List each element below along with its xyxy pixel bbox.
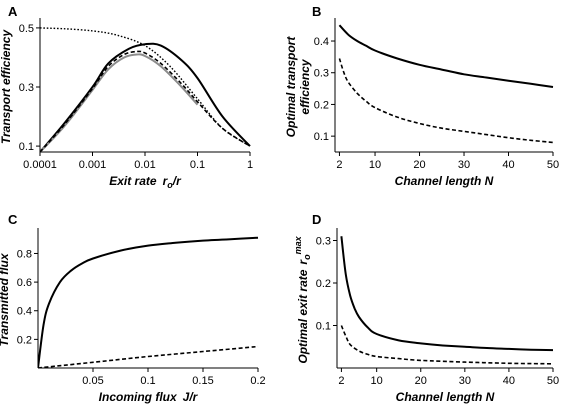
- y-axis-title: Optimal transportefficiency: [284, 36, 312, 138]
- x-tick-label: 10: [371, 375, 383, 387]
- y-axis-title: Transmitted flux: [0, 252, 11, 346]
- x-axis-title: Channel length N: [395, 174, 494, 188]
- panel-letter: D: [312, 212, 321, 227]
- series-line-dashed: [338, 58, 554, 144]
- x-tick-label: 0.01: [134, 159, 155, 171]
- y-axis-title: Optimal exit rateromax: [293, 235, 312, 363]
- y-tick-label: 0.1: [316, 321, 331, 333]
- x-tick-label: 0.1: [140, 375, 155, 387]
- series-line-dashed: [38, 345, 259, 368]
- y-tick-label: 0.2: [314, 99, 329, 111]
- x-tick-label: 50: [547, 375, 559, 387]
- x-tick-label: 0.05: [82, 375, 103, 387]
- y-tick-label: 0.4: [17, 306, 32, 318]
- x-tick-label: 2: [336, 159, 342, 171]
- x-tick-label: 20: [413, 159, 425, 171]
- series-line-dashed: [340, 325, 554, 365]
- x-tick-label: 0.001: [79, 159, 107, 171]
- series-line-solid: [38, 236, 259, 368]
- series-line-solid: [338, 24, 554, 88]
- y-tick-label: 0.2: [17, 334, 32, 346]
- x-tick-label: 2: [338, 375, 344, 387]
- y-tick-label: 0.6: [17, 277, 32, 289]
- y-axis-title: Transport efficiency: [0, 29, 13, 145]
- series-line-gray: [40, 53, 199, 152]
- panel-letter: A: [8, 4, 18, 19]
- panel-d: D 2 10 20 30 40 50 0.1 0.2 0.3 Channel length N Opt…: [293, 212, 559, 404]
- series-line-solid: [340, 236, 554, 352]
- panel-b: B 2 10 20 30 40 50 0.1 0.2 0.3 0.4 Channel length N…: [284, 4, 559, 188]
- y-tick-label: 0.1: [19, 141, 34, 153]
- x-axis-title: Incoming flux J/r: [99, 390, 199, 404]
- panel-a: A 0.0001 0.001 0.01 0.1 1 0.1 0.3 0.5 Exit rate ro…: [0, 4, 253, 190]
- x-tick-label: 40: [502, 159, 514, 171]
- x-axis-title: Exit rate ro/r: [109, 174, 182, 190]
- x-tick-label: 0.2: [250, 375, 265, 387]
- panel-c: C 0.05 0.1 0.15 0.2 0.2 0.4 0.6 0.8 Incoming flux…: [0, 212, 266, 404]
- x-tick-label: 0.15: [192, 375, 213, 387]
- x-tick-label: 40: [503, 375, 515, 387]
- y-tick-label: 0.3: [316, 236, 331, 248]
- series-line-solid: [40, 42, 251, 152]
- y-tick-label: 0.1: [314, 131, 329, 143]
- y-tick-label: 0.3: [19, 82, 34, 94]
- x-tick-label: 30: [458, 159, 470, 171]
- y-tick-label: 0.5: [19, 23, 34, 35]
- x-tick-label: 0.0001: [23, 159, 57, 171]
- series-line-dashed: [40, 50, 251, 152]
- y-tick-label: 0.2: [316, 278, 331, 290]
- x-tick-label: 50: [547, 159, 559, 171]
- panel-letter: B: [312, 4, 321, 19]
- x-tick-label: 20: [415, 375, 427, 387]
- y-tick-label: 0.3: [314, 68, 329, 80]
- y-tick-label: 0.4: [314, 36, 329, 48]
- x-tick-label: 0.1: [190, 159, 205, 171]
- x-tick-label: 1: [247, 159, 253, 171]
- panel-letter: C: [8, 212, 18, 227]
- y-tick-label: 0.8: [17, 248, 32, 260]
- series-line-dotted: [40, 27, 251, 147]
- x-axis-title: Channel length N: [396, 390, 495, 404]
- x-tick-label: 10: [369, 159, 381, 171]
- x-tick-label: 30: [459, 375, 471, 387]
